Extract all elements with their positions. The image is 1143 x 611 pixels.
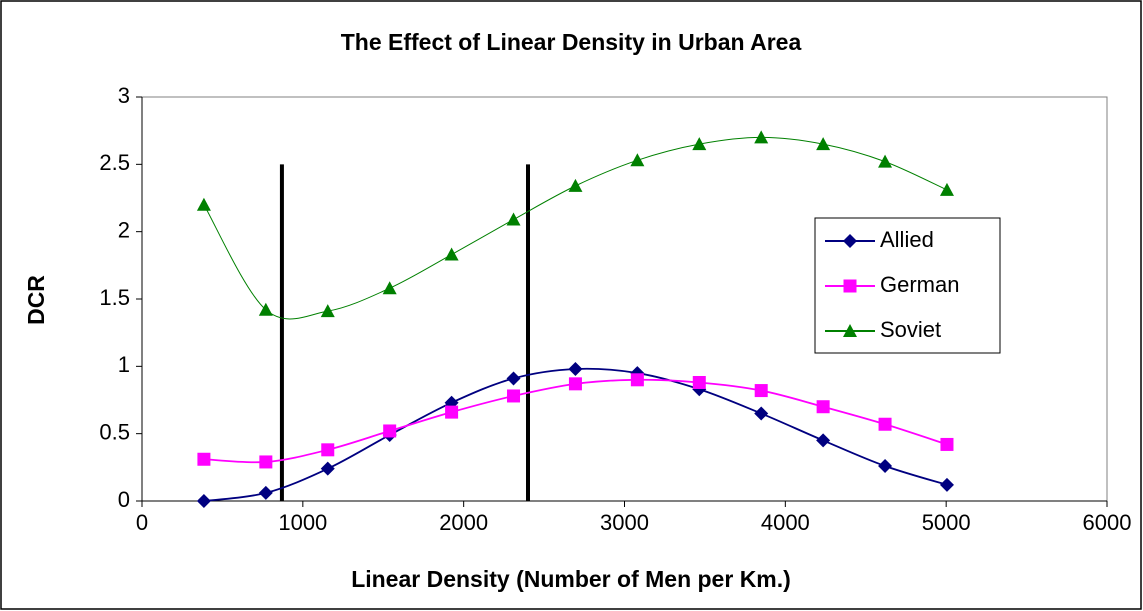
x-tick-label: 3000: [600, 510, 649, 535]
x-tick-label: 4000: [761, 510, 810, 535]
marker-triangle: [382, 281, 397, 295]
marker-square: [878, 417, 892, 431]
x-axis-label: Linear Density (Number of Men per Km.): [351, 566, 791, 592]
marker-square: [197, 452, 211, 466]
y-tick-label: 1.5: [99, 285, 130, 310]
marker-triangle: [258, 302, 273, 316]
marker-triangle: [692, 137, 707, 151]
legend-label: German: [880, 272, 959, 297]
marker-diamond: [939, 477, 954, 492]
y-tick-label: 1: [118, 352, 130, 377]
marker-triangle: [444, 247, 459, 261]
chart-title: The Effect of Linear Density in Urban Ar…: [341, 29, 802, 55]
marker-triangle: [939, 182, 954, 196]
marker-diamond: [843, 234, 857, 248]
marker-triangle: [843, 324, 857, 337]
x-tick-label: 0: [136, 510, 148, 535]
marker-triangle: [196, 197, 211, 211]
legend-label: Soviet: [880, 317, 941, 342]
marker-triangle: [754, 130, 769, 144]
marker-triangle: [506, 212, 521, 226]
marker-square: [259, 455, 273, 469]
marker-square: [383, 424, 397, 438]
marker-diamond: [196, 494, 211, 508]
marker-square: [507, 389, 521, 403]
marker-square: [321, 443, 335, 457]
y-tick-label: 2.5: [99, 150, 130, 175]
y-tick-label: 2: [118, 217, 130, 242]
marker-diamond: [320, 461, 335, 476]
y-tick-label: 3: [118, 83, 130, 108]
marker-diamond: [754, 406, 769, 421]
marker-triangle: [630, 153, 645, 167]
marker-square: [568, 377, 582, 391]
marker-square: [630, 373, 644, 387]
marker-diamond: [258, 485, 273, 500]
marker-diamond: [506, 371, 521, 386]
y-tick-label: 0.5: [99, 419, 130, 444]
marker-square: [445, 405, 459, 419]
marker-diamond: [568, 362, 583, 377]
marker-diamond: [878, 458, 893, 473]
marker-triangle: [816, 137, 831, 151]
marker-triangle: [320, 304, 335, 318]
marker-square: [692, 375, 706, 389]
marker-square: [843, 279, 857, 293]
marker-square: [754, 384, 768, 398]
x-tick-label: 6000: [1083, 510, 1132, 535]
x-tick-label: 2000: [439, 510, 488, 535]
marker-diamond: [816, 433, 831, 448]
marker-triangle: [878, 154, 893, 168]
y-tick-label: 0: [118, 487, 130, 512]
x-tick-label: 1000: [278, 510, 327, 535]
marker-square: [816, 400, 830, 414]
marker-square: [940, 437, 954, 451]
x-tick-label: 5000: [922, 510, 971, 535]
marker-triangle: [568, 178, 583, 192]
y-axis-label: DCR: [23, 275, 49, 325]
legend-label: Allied: [880, 227, 934, 252]
